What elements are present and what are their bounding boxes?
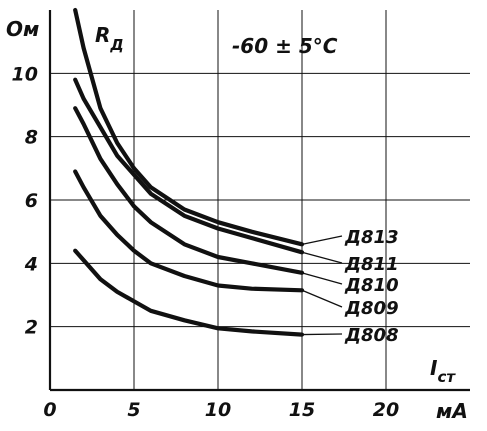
y-tick-label: 4 <box>24 253 38 275</box>
x-axis-label-main: I <box>430 356 438 380</box>
series-label-leader <box>301 272 343 285</box>
axes <box>48 10 470 392</box>
series-lines <box>73 7 305 337</box>
series-line-811 <box>73 77 305 255</box>
series-line-813 <box>73 7 305 247</box>
y-tick-label: 2 <box>25 317 38 339</box>
series-label-leader <box>301 333 343 336</box>
y-axis-label: RД <box>95 23 124 54</box>
series-label-811: Д811 <box>344 254 399 275</box>
grid <box>50 10 470 390</box>
y-tick-label: 8 <box>25 127 38 149</box>
y-tick-label: 10 <box>12 63 38 85</box>
x-axis-label-sub: ст <box>437 368 456 386</box>
series-line-810 <box>73 106 305 275</box>
x-axis-unit: мА <box>436 399 468 423</box>
x-tick-label: 5 <box>127 399 140 421</box>
tick-labels: 0 5 10 15 20 2 4 6 8 10 <box>12 63 400 421</box>
series-label-leader <box>301 289 343 308</box>
y-tick-label: 6 <box>25 190 38 212</box>
x-tick-label: 10 <box>205 399 231 421</box>
chart-text: Ом RД -60 ± 5°C Iст мА <box>6 17 468 423</box>
x-tick-label: 0 <box>43 399 56 421</box>
series-label-leader <box>301 251 343 264</box>
series-line-808 <box>73 248 305 337</box>
x-axis-label: Iст <box>430 356 456 386</box>
series-label-810: Д810 <box>344 275 399 296</box>
series-label-809: Д809 <box>344 298 399 319</box>
y-axis-label-sub: Д <box>109 36 123 54</box>
series-label-813: Д813 <box>344 227 399 248</box>
series-line-809 <box>73 169 305 293</box>
y-axis-unit: Ом <box>6 17 39 41</box>
temperature-annotation: -60 ± 5°C <box>232 34 338 58</box>
series-label-leader <box>301 235 343 245</box>
x-tick-label: 20 <box>373 399 399 421</box>
y-axis-label-main: R <box>95 23 110 47</box>
series-label-808: Д808 <box>344 325 399 346</box>
x-tick-label: 15 <box>289 399 315 421</box>
